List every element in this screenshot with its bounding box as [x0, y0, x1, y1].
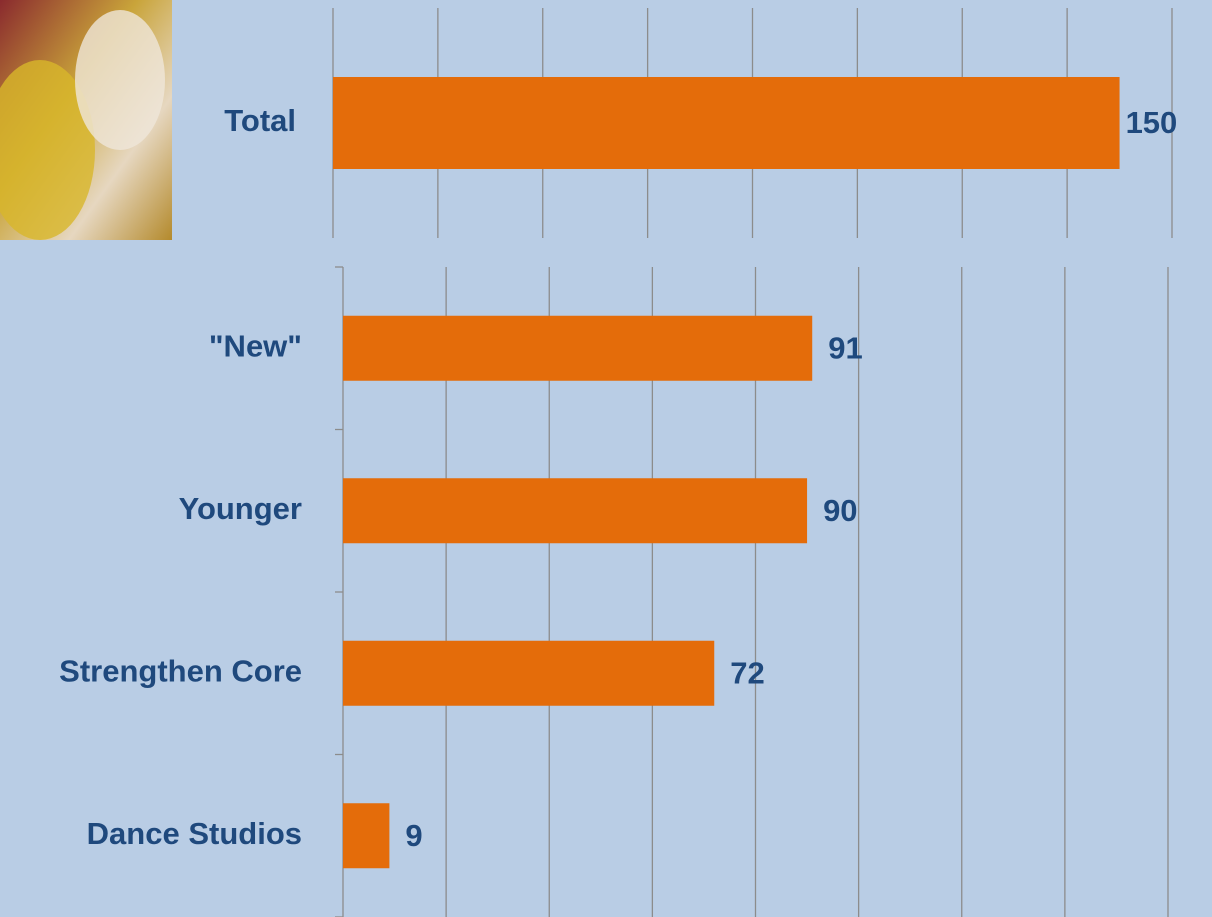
value-label: 91	[828, 330, 862, 365]
category-label: Dance Studios	[87, 816, 302, 851]
category-label: Total	[224, 103, 296, 138]
photo-detail	[75, 10, 165, 150]
bar	[343, 803, 389, 868]
value-label: 72	[730, 655, 764, 690]
category-label: Strengthen Core	[59, 653, 302, 688]
value-label: 150	[1126, 105, 1178, 140]
bar	[343, 316, 812, 381]
bar	[333, 77, 1120, 169]
value-label: 90	[823, 493, 857, 528]
bar	[343, 641, 714, 706]
category-label: Younger	[179, 491, 302, 526]
chart: Total 150 "New" 91 Younger 90 Strengthen Core 7…	[0, 0, 1212, 917]
bar	[343, 478, 807, 543]
value-label: 9	[405, 818, 422, 853]
category-label: "New"	[209, 328, 302, 363]
page: Total 150 "New" 91 Younger 90 Strengthen Core 7…	[0, 0, 1212, 917]
